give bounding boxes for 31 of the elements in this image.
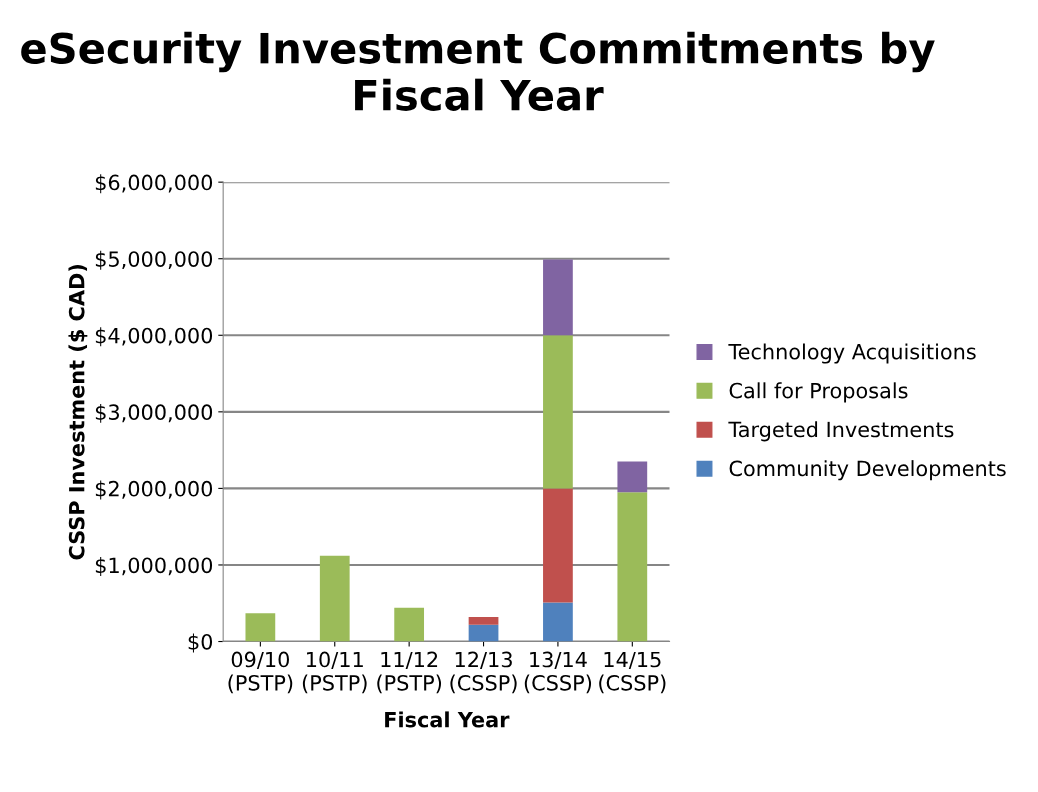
y-tick-label: $2,000,000 [95,480,213,500]
bar [543,488,573,603]
bar [245,613,276,642]
x-tick-label: 12/13 (CSSP) [450,651,517,694]
legend-label: Community Developments [729,460,1006,481]
x-tick-label: 13/14 (CSSP) [524,651,592,694]
bar [468,617,499,625]
x-axis-title: Fiscal Year [385,711,510,728]
bar [617,492,648,642]
bar [543,335,573,489]
chart-title: eSecurity Investment Commitments by Fiscal Year [21,31,935,111]
y-tick-label: $4,000,000 [95,327,213,347]
y-tick-label: $1,000,000 [95,557,213,576]
x-tick-label: 11/12 (PSTP) [377,651,442,694]
x-tick-label: 09/10 (PSTP) [228,651,293,694]
y-axis-title: CSSP Investment ($ CAD) [68,264,88,560]
y-tick-label: $5,000,000 [95,250,213,270]
legend-label: Call for Proposals [729,382,908,403]
bar [394,607,425,642]
bar [543,602,573,642]
y-tick-label: $6,000,000 [95,174,213,194]
legend-label: Technology Acquisitions [728,343,976,364]
bar [319,555,350,642]
y-tick-label: $0 [188,633,213,653]
bar [468,624,499,642]
y-tick-label: $3,000,000 [95,403,213,423]
legend-label: Targeted Investments [728,421,954,442]
bar [543,259,573,336]
x-tick-label: 14/15 (CSSP) [599,651,666,694]
bar [617,461,648,493]
x-tick-label: 10/11 (PSTP) [302,651,367,694]
